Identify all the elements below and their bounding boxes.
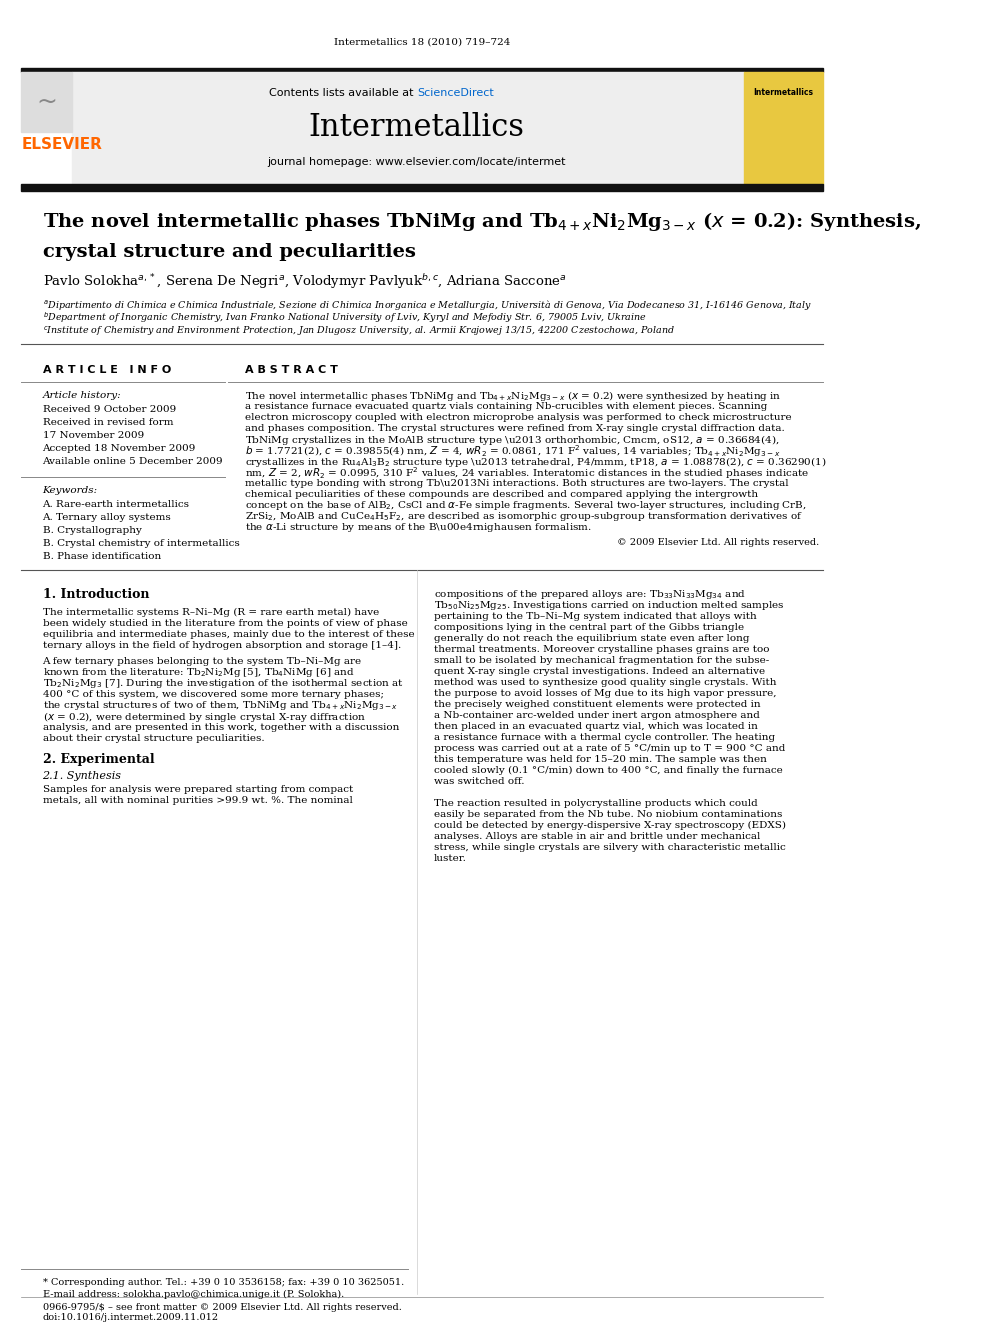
Text: A B S T R A C T: A B S T R A C T — [245, 365, 338, 374]
Text: could be detected by energy-dispersive X-ray spectroscopy (EDXS): could be detected by energy-dispersive X… — [434, 822, 786, 830]
Text: Pavlo Solokha$^{a,*}$, Serena De Negri$^{a}$, Volodymyr Pavlyuk$^{b,c}$, Adriana: Pavlo Solokha$^{a,*}$, Serena De Negri$^… — [43, 273, 566, 291]
Text: E-mail address: solokha.pavlo@chimica.unige.it (P. Solokha).: E-mail address: solokha.pavlo@chimica.un… — [43, 1290, 344, 1299]
Text: the crystal structures of two of them, TbNiMg and Tb$_{4+x}$Ni$_2$Mg$_{3-x}$: the crystal structures of two of them, T… — [43, 699, 398, 712]
Text: A R T I C L E   I N F O: A R T I C L E I N F O — [43, 365, 171, 374]
Text: small to be isolated by mechanical fragmentation for the subse-: small to be isolated by mechanical fragm… — [434, 656, 769, 665]
Text: a Nb-container arc-welded under inert argon atmosphere and: a Nb-container arc-welded under inert ar… — [434, 712, 760, 720]
Text: process was carried out at a rate of 5 °C/min up to T = 900 °C and: process was carried out at a rate of 5 °… — [434, 744, 786, 753]
Text: Intermetallics: Intermetallics — [754, 89, 813, 98]
Text: known from the literature: Tb$_2$Ni$_2$Mg [5], Tb$_4$NiMg [6] and: known from the literature: Tb$_2$Ni$_2$M… — [43, 667, 354, 679]
Text: concept on the base of AlB$_2$, CsCl and $\alpha$-Fe simple fragments. Several t: concept on the base of AlB$_2$, CsCl and… — [245, 499, 806, 512]
Text: 0966-9795/$ – see front matter © 2009 Elsevier Ltd. All rights reserved.: 0966-9795/$ – see front matter © 2009 El… — [43, 1303, 402, 1312]
Text: about their crystal structure peculiarities.: about their crystal structure peculiarit… — [43, 734, 264, 744]
Text: crystal structure and peculiarities: crystal structure and peculiarities — [43, 243, 416, 261]
Text: luster.: luster. — [434, 855, 467, 863]
Text: was switched off.: was switched off. — [434, 777, 525, 786]
Text: ternary alloys in the field of hydrogen absorption and storage [1–4].: ternary alloys in the field of hydrogen … — [43, 642, 401, 650]
Text: metallic type bonding with strong Tb\u2013Ni interactions. Both structures are t: metallic type bonding with strong Tb\u20… — [245, 479, 789, 488]
Text: pertaining to the Tb–Ni–Mg system indicated that alloys with: pertaining to the Tb–Ni–Mg system indica… — [434, 613, 757, 622]
Text: the purpose to avoid losses of Mg due to its high vapor pressure,: the purpose to avoid losses of Mg due to… — [434, 689, 777, 699]
Text: the precisely weighed constituent elements were protected in: the precisely weighed constituent elemen… — [434, 700, 761, 709]
Text: B. Crystal chemistry of intermetallics: B. Crystal chemistry of intermetallics — [43, 540, 239, 548]
Text: Received 9 October 2009: Received 9 October 2009 — [43, 405, 176, 414]
Text: been widely studied in the literature from the points of view of phase: been widely studied in the literature fr… — [43, 619, 408, 628]
Text: ELSEVIER: ELSEVIER — [21, 138, 102, 152]
Text: $^{a}$Dipartimento di Chimica e Chimica Industriale, Sezione di Chimica Inorgani: $^{a}$Dipartimento di Chimica e Chimica … — [43, 298, 811, 312]
Bar — [21, 71, 72, 132]
Text: 2.1. Synthesis: 2.1. Synthesis — [43, 770, 122, 781]
Text: a resistance furnace with a thermal cycle controller. The heating: a resistance furnace with a thermal cycl… — [434, 733, 775, 742]
Bar — [21, 184, 822, 191]
Text: thermal treatments. Moreover crystalline phases grains are too: thermal treatments. Moreover crystalline… — [434, 646, 770, 654]
Text: Contents lists available at: Contents lists available at — [269, 87, 417, 98]
Text: doi:10.1016/j.intermet.2009.11.012: doi:10.1016/j.intermet.2009.11.012 — [43, 1312, 218, 1322]
Text: The novel intermetallic phases TbNiMg and Tb$_{4+x}$Ni$_2$Mg$_{3-x}$ ($x$ = 0.2): The novel intermetallic phases TbNiMg an… — [43, 210, 921, 233]
Text: Article history:: Article history: — [43, 392, 121, 401]
Text: The novel intermetallic phases TbNiMg and Tb$_{4+x}$Ni$_2$Mg$_{3-x}$ ($x$ = 0.2): The novel intermetallic phases TbNiMg an… — [245, 389, 782, 402]
Text: 1. Introduction: 1. Introduction — [43, 589, 149, 601]
Text: then placed in an evacuated quartz vial, which was located in: then placed in an evacuated quartz vial,… — [434, 722, 758, 732]
Text: A. Rare-earth intermetallics: A. Rare-earth intermetallics — [43, 500, 189, 509]
Text: crystallizes in the Ru$_4$Al$_3$B$_2$ structure type \u2013 tetrahedral, P4/mmm,: crystallizes in the Ru$_4$Al$_3$B$_2$ st… — [245, 455, 826, 468]
Text: a resistance furnace evacuated quartz vials containing Nb-crucibles with element: a resistance furnace evacuated quartz vi… — [245, 402, 768, 411]
Text: B. Phase identification: B. Phase identification — [43, 552, 161, 561]
Text: analysis, and are presented in this work, together with a discussion: analysis, and are presented in this work… — [43, 724, 399, 732]
Text: ScienceDirect: ScienceDirect — [417, 87, 494, 98]
Text: easily be separated from the Nb tube. No niobium contaminations: easily be separated from the Nb tube. No… — [434, 810, 783, 819]
Text: generally do not reach the equilibrium state even after long: generally do not reach the equilibrium s… — [434, 634, 749, 643]
Text: nm, $Z$ = 2, $wR_2$ = 0.0995, 310 F$^2$ values, 24 variables. Interatomic distan: nm, $Z$ = 2, $wR_2$ = 0.0995, 310 F$^2$ … — [245, 464, 809, 480]
Text: TbNiMg crystallizes in the MoAlB structure type \u2013 orthorhombic, Cmcm, oS12,: TbNiMg crystallizes in the MoAlB structu… — [245, 433, 780, 447]
Text: The reaction resulted in polycrystalline products which could: The reaction resulted in polycrystalline… — [434, 799, 758, 808]
Text: cooled slowly (0.1 °C/min) down to 400 °C, and finally the furnace: cooled slowly (0.1 °C/min) down to 400 °… — [434, 766, 783, 775]
Text: A few ternary phases belonging to the system Tb–Ni–Mg are: A few ternary phases belonging to the sy… — [43, 658, 362, 667]
Text: $^{b}$Department of Inorganic Chemistry, Ivan Franko National University of Lviv: $^{b}$Department of Inorganic Chemistry,… — [43, 311, 647, 325]
Text: Keywords:: Keywords: — [43, 487, 97, 495]
Text: ~: ~ — [37, 90, 58, 114]
Text: equilibria and intermediate phases, mainly due to the interest of these: equilibria and intermediate phases, main… — [43, 630, 415, 639]
Text: B. Crystallography: B. Crystallography — [43, 527, 142, 536]
Text: journal homepage: www.elsevier.com/locate/intermet: journal homepage: www.elsevier.com/locat… — [268, 157, 566, 167]
Bar — [21, 67, 822, 71]
Text: Samples for analysis were prepared starting from compact: Samples for analysis were prepared start… — [43, 785, 353, 794]
Text: compositions lying in the central part of the Gibbs triangle: compositions lying in the central part o… — [434, 623, 744, 632]
Text: analyses. Alloys are stable in air and brittle under mechanical: analyses. Alloys are stable in air and b… — [434, 832, 760, 841]
Text: this temperature was held for 15–20 min. The sample was then: this temperature was held for 15–20 min.… — [434, 755, 767, 765]
Text: and phases composition. The crystal structures were refined from X-ray single cr: and phases composition. The crystal stru… — [245, 425, 785, 434]
Text: method was used to synthesize good quality single crystals. With: method was used to synthesize good quali… — [434, 679, 777, 687]
Text: A. Ternary alloy systems: A. Ternary alloy systems — [43, 513, 172, 523]
Text: 17 November 2009: 17 November 2009 — [43, 431, 144, 441]
Text: Received in revised form: Received in revised form — [43, 418, 173, 427]
Text: $b$ = 1.7721(2), $c$ = 0.39855(4) nm, $Z$ = 4, $wR_2$ = 0.0861, 171 F$^2$ values: $b$ = 1.7721(2), $c$ = 0.39855(4) nm, $Z… — [245, 443, 781, 459]
Text: Tb$_{50}$Ni$_{25}$Mg$_{25}$. Investigations carried on induction melted samples: Tb$_{50}$Ni$_{25}$Mg$_{25}$. Investigati… — [434, 599, 785, 613]
Text: ($x$ = 0.2), were determined by single crystal X-ray diffraction: ($x$ = 0.2), were determined by single c… — [43, 709, 366, 724]
Text: compositions of the prepared alloys are: Tb$_{33}$Ni$_{33}$Mg$_{34}$ and: compositions of the prepared alloys are:… — [434, 589, 746, 601]
Text: Intermetallics: Intermetallics — [309, 112, 525, 143]
Text: Available online 5 December 2009: Available online 5 December 2009 — [43, 458, 223, 466]
Text: stress, while single crystals are silvery with characteristic metallic: stress, while single crystals are silver… — [434, 843, 786, 852]
Text: 2. Experimental: 2. Experimental — [43, 753, 154, 766]
Text: 400 °C of this system, we discovered some more ternary phases;: 400 °C of this system, we discovered som… — [43, 691, 384, 699]
Text: Accepted 18 November 2009: Accepted 18 November 2009 — [43, 445, 195, 454]
Text: Intermetallics 18 (2010) 719–724: Intermetallics 18 (2010) 719–724 — [333, 37, 510, 46]
Text: chemical peculiarities of these compounds are described and compared applying th: chemical peculiarities of these compound… — [245, 491, 758, 499]
Text: quent X-ray single crystal investigations. Indeed an alternative: quent X-ray single crystal investigation… — [434, 667, 765, 676]
Text: Tb$_2$Ni$_2$Mg$_3$ [7]. During the investigation of the isothermal section at: Tb$_2$Ni$_2$Mg$_3$ [7]. During the inves… — [43, 677, 404, 691]
Text: * Corresponding author. Tel.: +39 0 10 3536158; fax: +39 0 10 3625051.: * Corresponding author. Tel.: +39 0 10 3… — [43, 1278, 404, 1287]
Text: © 2009 Elsevier Ltd. All rights reserved.: © 2009 Elsevier Ltd. All rights reserved… — [617, 538, 819, 548]
Text: $^{c}$Institute of Chemistry and Environment Protection, Jan Dlugosz University,: $^{c}$Institute of Chemistry and Environ… — [43, 324, 675, 337]
Text: the $\alpha$-Li structure by means of the B\u00e4rnighausen formalism.: the $\alpha$-Li structure by means of th… — [245, 521, 592, 534]
Text: ZrSi$_2$, MoAlB and CuCe$_4$H$_5$F$_2$, are described as isomorphic group-subgro: ZrSi$_2$, MoAlB and CuCe$_4$H$_5$F$_2$, … — [245, 511, 803, 523]
Bar — [72, 71, 744, 184]
Text: metals, all with nominal purities >99.9 wt. %. The nominal: metals, all with nominal purities >99.9 … — [43, 796, 352, 806]
Text: electron microscopy coupled with electron microprobe analysis was performed to c: electron microscopy coupled with electro… — [245, 413, 792, 422]
Text: The intermetallic systems R–Ni–Mg (R = rare earth metal) have: The intermetallic systems R–Ni–Mg (R = r… — [43, 609, 379, 618]
Bar — [744, 71, 822, 184]
